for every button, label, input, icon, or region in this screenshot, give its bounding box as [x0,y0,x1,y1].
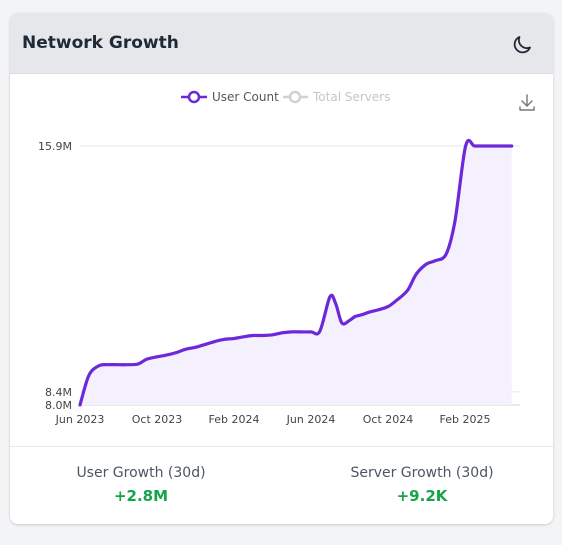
user-growth-label: User Growth (30d) [76,465,206,481]
legend-item-user-count[interactable]: User Count [181,90,279,104]
x-tick-label: Oct 2023 [132,413,183,426]
legend-label-user-count: User Count [212,90,279,104]
chart-panel: User Count Total Servers [10,74,553,447]
series-layer [78,138,514,407]
server-growth-value: +9.2K [396,487,448,505]
series-line-user-count [78,138,514,407]
user-growth-stat: User Growth (30d) +2.8M [10,465,272,505]
server-growth-label: Server Growth (30d) [350,465,494,481]
x-tick-label: Jun 2023 [55,413,105,426]
x-tick-label: Oct 2024 [363,413,414,426]
x-axis: Jun 2023 Oct 2023 Feb 2024 Jun 2024 Oct 2024… [55,413,491,426]
line-chart: User Count Total Servers [38,90,538,426]
legend-item-total-servers[interactable]: Total Servers [283,90,390,104]
y-tick-label: 8.0M [45,399,72,412]
stats-row: User Growth (30d) +2.8M Server Growth (3… [10,447,553,524]
server-growth-stat: Server Growth (30d) +9.2K [291,465,553,505]
legend-marker-user-count [187,90,201,104]
download-button[interactable] [516,92,538,112]
y-tick-label: 15.9M [38,140,72,153]
card-title: Network Growth [22,33,179,53]
x-tick-label: Feb 2025 [440,413,491,426]
legend-label-total-servers: Total Servers [312,90,390,104]
theme-toggle-button[interactable] [510,33,534,57]
y-tick-label: 8.4M [45,386,72,399]
card-header: Network Growth [10,13,553,74]
x-tick-label: Jun 2024 [286,413,336,426]
moon-icon [513,36,531,54]
user-growth-value: +2.8M [113,487,169,505]
y-axis: 8.0M8.4M 15.9M [38,140,72,412]
legend-marker-total-servers [288,90,302,104]
download-icon [519,94,535,111]
network-growth-card: Network Growth User Count Total Servers [10,13,553,524]
area-layer [80,140,512,405]
series-area-user-count [80,140,512,405]
x-tick-label: Feb 2024 [209,413,260,426]
legend: User Count Total Servers [181,90,390,104]
